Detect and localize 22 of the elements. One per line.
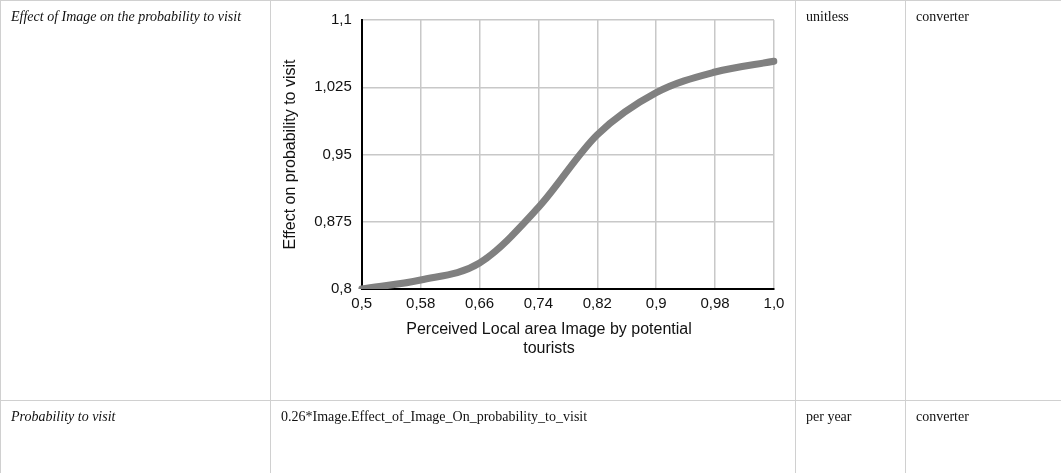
text: per year (795, 400, 906, 473)
text: converter (905, 0, 1061, 401)
x-tick-label: 0,58 (406, 294, 436, 312)
x-tick-label: 0,9 (645, 294, 667, 312)
y-axis-title: Effect on probability to visit (281, 58, 299, 250)
y-tick-label: 0,95 (322, 144, 352, 162)
x-axis-title: Perceived Local area Image by potential tourists (405, 319, 693, 357)
x-tick-label: 0,74 (523, 294, 554, 312)
x-tick-label: 0,82 (582, 294, 612, 312)
x-tick-label: 0,66 (464, 294, 495, 312)
text: Effect of Image on the probability to visit (0, 0, 271, 401)
text: converter (905, 400, 1061, 473)
x-tick-label: 1,0 (763, 294, 785, 312)
y-tick-label: 0,8 (330, 279, 352, 297)
x-tick-label: 0,5 (351, 294, 373, 312)
y-tick-label: 0,875 (314, 211, 352, 229)
x-tick-label: 0,98 (700, 294, 730, 312)
text: unitless (795, 0, 906, 401)
y-tick-label: 1,025 (314, 77, 352, 95)
text: Probability to visit (0, 400, 271, 473)
y-tick-label: 1,1 (330, 10, 352, 28)
text: 0.26*Image.Effect_of_Image_On_probability_to_visit (270, 400, 796, 473)
